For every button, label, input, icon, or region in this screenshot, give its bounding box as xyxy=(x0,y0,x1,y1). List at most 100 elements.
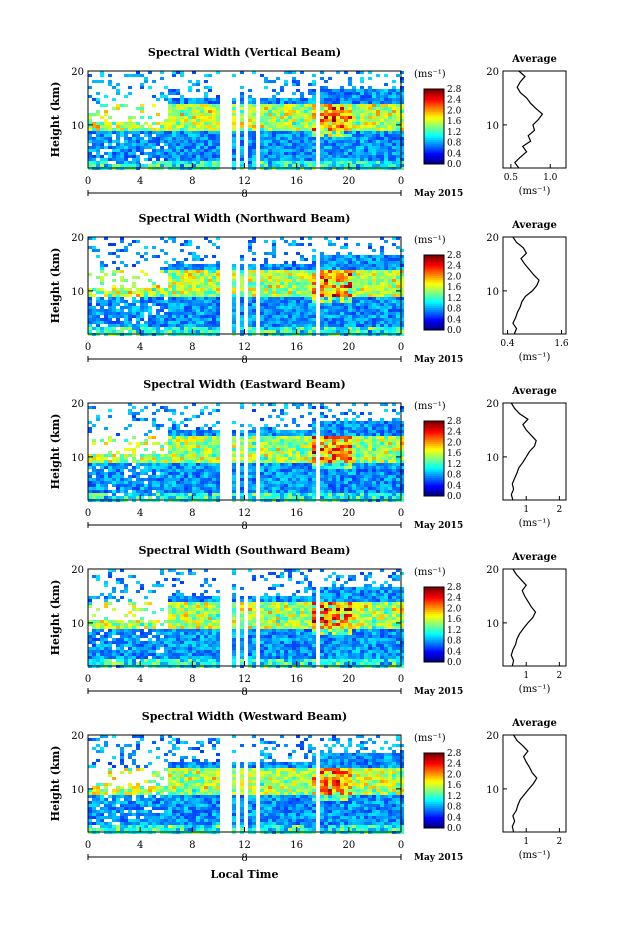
heatmap-cell xyxy=(388,267,392,270)
heatmap-cell xyxy=(284,315,288,318)
heatmap-cell xyxy=(144,80,148,83)
heatmap-cell xyxy=(312,279,316,282)
heatmap-cell xyxy=(144,460,148,463)
heatmap-cell xyxy=(260,270,264,273)
heatmap-cell xyxy=(356,321,360,324)
heatmap-cell xyxy=(348,294,352,297)
heatmap-cell xyxy=(332,424,336,427)
heatmap-cell xyxy=(328,427,332,430)
heatmap-cell xyxy=(120,306,124,309)
heatmap-cell xyxy=(312,98,316,101)
heatmap-cell xyxy=(308,149,312,152)
heatmap-cell xyxy=(396,119,400,122)
heatmap-cell xyxy=(192,270,196,273)
heatmap-cell xyxy=(288,107,292,110)
heatmap-cell xyxy=(320,312,324,315)
heatmap-cell xyxy=(344,291,348,294)
heatmap-cell xyxy=(180,267,184,270)
heatmap-cell xyxy=(232,306,236,309)
heatmap-cell xyxy=(284,469,288,472)
heatmap-cell xyxy=(288,442,292,445)
heatmap-cell xyxy=(396,327,400,330)
heatmap-cell xyxy=(288,454,292,457)
average-y-tick-label: 10 xyxy=(486,287,499,298)
heatmap-cell xyxy=(364,143,368,146)
colorbar-swatch xyxy=(424,277,444,280)
heatmap-cell xyxy=(264,143,268,146)
heatmap-cell xyxy=(296,89,300,92)
heatmap-cell xyxy=(100,463,104,466)
heatmap-cell xyxy=(100,309,104,312)
heatmap-cell xyxy=(388,258,392,261)
heatmap-cell xyxy=(284,457,288,460)
heatmap-cell xyxy=(180,490,184,493)
heatmap-cell xyxy=(312,433,316,436)
heatmap-cell xyxy=(216,478,220,481)
heatmap-cell xyxy=(172,74,176,77)
heatmap-cell xyxy=(196,472,200,475)
heatmap-cell xyxy=(168,318,172,321)
heatmap-cell xyxy=(200,101,204,104)
heatmap-cell xyxy=(148,140,152,143)
heatmap-cell xyxy=(168,309,172,312)
heatmap-cell xyxy=(120,454,124,457)
heatmap-cell xyxy=(296,324,300,327)
heatmap-cell xyxy=(292,481,296,484)
heatmap-cell xyxy=(176,143,180,146)
heatmap-cell xyxy=(344,255,348,258)
heatmap-cell xyxy=(380,276,384,279)
heatmap-cell xyxy=(152,140,156,143)
heatmap-cell xyxy=(164,164,168,167)
heatmap-cell xyxy=(240,460,244,463)
heatmap-cell xyxy=(128,125,132,128)
heatmap-cell xyxy=(396,267,400,270)
heatmap-cell xyxy=(128,92,132,95)
heatmap-cell xyxy=(380,306,384,309)
heatmap-cell xyxy=(104,318,108,321)
heatmap-cell xyxy=(160,152,164,155)
heatmap-cell xyxy=(320,270,324,273)
heatmap-cell xyxy=(120,330,124,333)
heatmap-cell xyxy=(336,291,340,294)
heatmap-cell xyxy=(344,330,348,333)
heatmap-cell xyxy=(196,460,200,463)
heatmap-cell xyxy=(356,128,360,131)
x-tick-label: 0 xyxy=(85,342,91,353)
heatmap-cell xyxy=(196,490,200,493)
heatmap-cell xyxy=(248,140,252,143)
x-tick-label: 16 xyxy=(290,342,303,353)
heatmap-cell xyxy=(148,291,152,294)
heatmap-cell xyxy=(292,315,296,318)
heatmap-cell xyxy=(120,309,124,312)
heatmap-cell xyxy=(120,478,124,481)
heatmap-cell xyxy=(184,315,188,318)
heatmap-cell xyxy=(172,412,176,415)
heatmap-cell xyxy=(268,276,272,279)
heatmap-cell xyxy=(284,430,288,433)
heatmap-cell xyxy=(180,282,184,285)
heatmap-cell xyxy=(144,122,148,125)
heatmap-cell xyxy=(104,466,108,469)
heatmap-cell xyxy=(212,116,216,119)
heatmap-cell xyxy=(396,101,400,104)
x-tick-label: 0 xyxy=(398,176,404,187)
heatmap-cell xyxy=(344,164,348,167)
heatmap-cell xyxy=(272,252,276,255)
heatmap-cell xyxy=(372,297,376,300)
heatmap-cell xyxy=(168,264,172,267)
heatmap-cell xyxy=(344,119,348,122)
heatmap-cell xyxy=(320,421,324,424)
heatmap-cell xyxy=(96,276,100,279)
heatmap-cell xyxy=(328,255,332,258)
heatmap-cell xyxy=(272,122,276,125)
heatmap-cell xyxy=(260,98,264,101)
heatmap-cell xyxy=(348,89,352,92)
heatmap-cell xyxy=(308,116,312,119)
heatmap-cell xyxy=(308,128,312,131)
heatmap-cell xyxy=(264,430,268,433)
heatmap-cell xyxy=(264,439,268,442)
heatmap-cell xyxy=(300,291,304,294)
heatmap-cell xyxy=(240,318,244,321)
heatmap-cell xyxy=(140,131,144,134)
heatmap-cell xyxy=(248,104,252,107)
